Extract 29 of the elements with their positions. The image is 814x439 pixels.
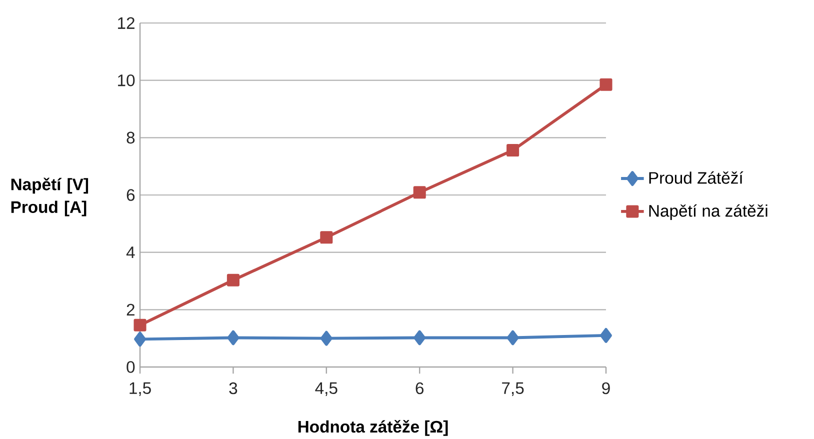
point	[134, 318, 146, 332]
point	[413, 186, 426, 199]
y-tick-label: 2	[126, 304, 134, 316]
x-tick-label: 7,5	[502, 382, 524, 396]
x-tick-label: 1,5	[130, 382, 151, 396]
point	[226, 274, 240, 286]
point	[320, 231, 333, 244]
point	[506, 330, 519, 346]
y-tick-label: 0	[126, 361, 135, 373]
y-tick-label: 8	[126, 132, 135, 144]
point	[227, 330, 240, 346]
y-tick-label: 10	[118, 74, 135, 86]
y-tick-label: 4	[126, 246, 135, 258]
x-axis-title: Hodnota zátěže [Ω]	[298, 420, 448, 436]
point	[320, 330, 332, 346]
point	[506, 144, 520, 157]
y-tick-label: 12	[118, 17, 134, 29]
point	[600, 78, 612, 91]
point	[134, 332, 146, 347]
x-tick-label: 3	[229, 382, 238, 394]
x-tick-label: 4,5	[315, 382, 338, 396]
x-tick-label: 9	[602, 382, 610, 394]
y-axis-title: Napětí [V] Proud [A]	[11, 178, 88, 216]
legend-label: Napětí na zátěži	[649, 204, 768, 220]
legend-label: Proud Zátěží	[649, 171, 744, 184]
y-tick-label: 6	[126, 189, 135, 201]
x-tick-label: 6	[416, 382, 424, 394]
point	[600, 328, 612, 343]
point	[414, 330, 426, 346]
